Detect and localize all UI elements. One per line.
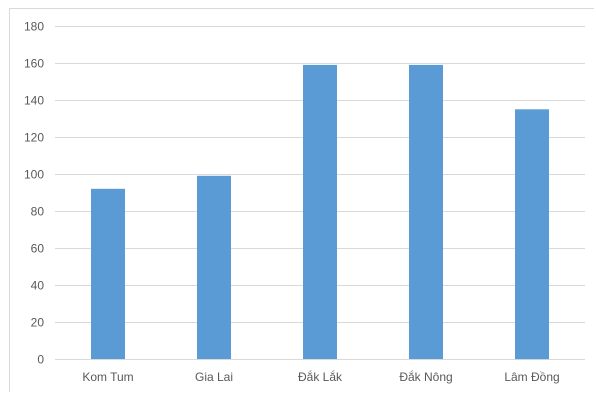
- x-tick-label: Kom Tum: [82, 370, 133, 384]
- bar: [91, 188, 125, 359]
- y-tick-label: 120: [24, 131, 44, 145]
- y-axis-ticks: 0 20 40 60 80 100 120 140 160 180: [24, 20, 44, 367]
- y-tick-label: 20: [31, 316, 45, 330]
- y-tick-label: 80: [31, 205, 45, 219]
- y-tick-label: 180: [24, 20, 44, 34]
- y-tick-label: 40: [31, 279, 45, 293]
- bar: [303, 64, 337, 360]
- y-tick-label: 140: [24, 94, 44, 108]
- bar: [197, 175, 231, 359]
- bar: [409, 64, 443, 360]
- y-tick-label: 100: [24, 168, 44, 182]
- chart-frame: [9, 8, 594, 392]
- y-tick-label: 60: [31, 242, 45, 256]
- x-tick-label: Gia Lai: [195, 370, 233, 384]
- x-tick-label: Lâm Đồng: [504, 370, 559, 384]
- bars: [91, 64, 549, 360]
- x-tick-label: Đắk Lắk: [298, 369, 343, 384]
- x-tick-label: Đắk Nông: [399, 369, 452, 384]
- y-tick-label: 160: [24, 57, 44, 71]
- y-tick-label: 0: [37, 353, 44, 367]
- x-axis-ticks: Kom Tum Gia Lai Đắk Lắk Đắk Nông Lâm Đồng: [82, 369, 559, 384]
- bar: [515, 109, 549, 360]
